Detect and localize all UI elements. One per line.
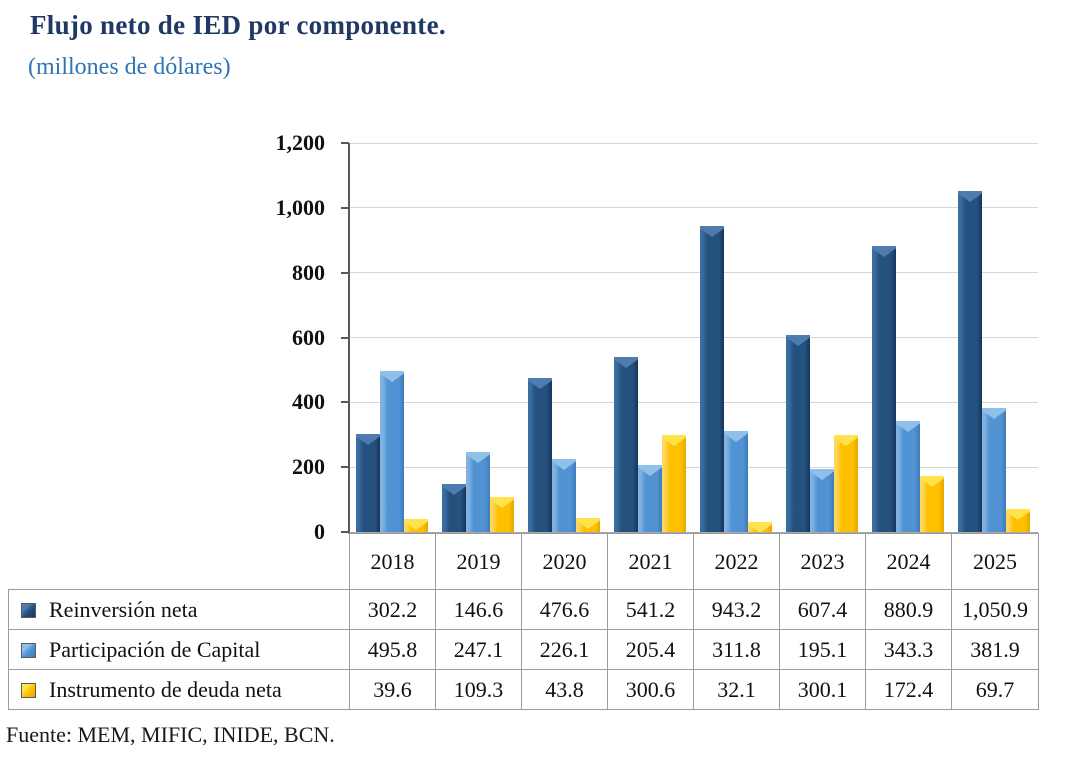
legend-key-reinversion-neta-icon — [21, 602, 36, 618]
bar-instrumento-de-deuda-neta-2022 — [748, 522, 772, 532]
gridline — [350, 207, 1038, 209]
year-header: 2023 — [779, 533, 866, 590]
bar-reinversion-neta-2018 — [356, 434, 380, 532]
value-cell: 43.8 — [521, 669, 608, 710]
y-axis: 0 200 400 600 800 1,000 1,200 — [0, 130, 326, 544]
gridline — [350, 401, 1038, 403]
legend-key-instrumento-de-deuda-neta-icon — [21, 682, 36, 698]
table-row: Reinversión neta 302.2 146.6 476.6 541.2… — [8, 589, 1039, 630]
bar-reinversion-neta-2020 — [528, 378, 552, 532]
value-cell: 205.4 — [607, 629, 694, 670]
bar-participacion-de-capital-2023 — [810, 469, 834, 532]
year-header: 2021 — [607, 533, 694, 590]
y-axis-label: 800 — [292, 259, 325, 285]
bar-reinversion-neta-2025 — [958, 191, 982, 532]
y-axis-label: 1,000 — [275, 194, 326, 220]
value-cell: 300.6 — [607, 669, 694, 710]
legend-key-participacion-de-capital-icon — [21, 642, 36, 658]
bar-instrumento-de-deuda-neta-2025 — [1006, 509, 1030, 532]
bar-reinversion-neta-2024 — [872, 246, 896, 532]
y-axis-label: 0 — [314, 519, 325, 544]
axis-tick — [341, 531, 349, 533]
value-cell: 172.4 — [865, 669, 952, 710]
table-row: Participación de Capital 495.8 247.1 226… — [8, 629, 1039, 670]
value-cell: 195.1 — [779, 629, 866, 670]
axis-tick — [341, 466, 349, 469]
year-header: 2025 — [951, 533, 1039, 590]
axis-tick — [341, 206, 349, 209]
y-axis-label: 600 — [292, 324, 325, 350]
value-cell: 247.1 — [435, 629, 522, 670]
data-table: 2018 2019 2020 2021 2022 2023 2024 2025 … — [8, 533, 1039, 710]
bar-participacion-de-capital-2025 — [982, 408, 1006, 532]
bar-instrumento-de-deuda-neta-2018 — [404, 519, 428, 532]
axis-tick — [341, 142, 349, 144]
source-note: Fuente: MEM, MIFIC, INIDE, BCN. — [6, 722, 335, 747]
value-cell: 39.6 — [349, 669, 436, 710]
value-cell: 607.4 — [779, 589, 866, 630]
y-axis-label: 400 — [292, 389, 325, 415]
gridline — [350, 466, 1038, 468]
value-cell: 880.9 — [865, 589, 952, 630]
value-cell: 109.3 — [435, 669, 522, 710]
y-axis-label: 1,200 — [275, 130, 326, 155]
year-header: 2018 — [349, 533, 436, 590]
bar-reinversion-neta-2021 — [614, 357, 638, 532]
value-cell: 300.1 — [779, 669, 866, 710]
year-header-row: 2018 2019 2020 2021 2022 2023 2024 2025 — [9, 533, 1039, 590]
bar-reinversion-neta-2019 — [442, 484, 466, 532]
value-cell: 146.6 — [435, 589, 522, 630]
value-cell: 495.8 — [349, 629, 436, 670]
row-label: Participación de Capital — [49, 636, 261, 662]
row-label-cell: Reinversión neta — [8, 589, 350, 630]
year-header: 2019 — [435, 533, 522, 590]
value-cell: 226.1 — [521, 629, 608, 670]
value-cell: 69.7 — [951, 669, 1039, 710]
value-cell: 311.8 — [693, 629, 780, 670]
bar-reinversion-neta-2023 — [786, 335, 810, 532]
axis-tick — [341, 271, 349, 274]
year-header: 2022 — [693, 533, 780, 590]
bar-instrumento-de-deuda-neta-2020 — [576, 518, 600, 532]
value-cell: 302.2 — [349, 589, 436, 630]
year-header: 2024 — [865, 533, 952, 590]
value-cell: 381.9 — [951, 629, 1039, 670]
axis-tick — [341, 401, 349, 404]
bar-participacion-de-capital-2020 — [552, 459, 576, 532]
plot-area — [341, 142, 1038, 534]
bar-reinversion-neta-2022 — [700, 226, 724, 532]
value-cell: 1,050.9 — [951, 589, 1039, 630]
value-cell: 541.2 — [607, 589, 694, 630]
bar-instrumento-de-deuda-neta-2019 — [490, 497, 514, 532]
bar-participacion-de-capital-2021 — [638, 465, 662, 532]
row-label: Reinversión neta — [49, 596, 198, 622]
bar-participacion-de-capital-2022 — [724, 431, 748, 532]
value-cell: 476.6 — [521, 589, 608, 630]
gridline — [350, 272, 1038, 274]
value-cell: 943.2 — [693, 589, 780, 630]
bar-participacion-de-capital-2018 — [380, 371, 404, 532]
y-axis-label: 200 — [292, 454, 325, 480]
axis-tick — [341, 336, 349, 339]
bar-participacion-de-capital-2019 — [466, 452, 490, 532]
row-label-cell: Instrumento de deuda neta — [8, 669, 350, 710]
bar-instrumento-de-deuda-neta-2024 — [920, 476, 944, 532]
bar-instrumento-de-deuda-neta-2023 — [834, 435, 858, 532]
value-cell: 343.3 — [865, 629, 952, 670]
table-row: Instrumento de deuda neta 39.6 109.3 43.… — [8, 669, 1039, 710]
row-label: Instrumento de deuda neta — [49, 676, 282, 702]
row-label-cell: Participación de Capital — [8, 629, 350, 670]
bar-participacion-de-capital-2024 — [896, 421, 920, 532]
year-header: 2020 — [521, 533, 608, 590]
value-cell: 32.1 — [693, 669, 780, 710]
bar-instrumento-de-deuda-neta-2021 — [662, 435, 686, 532]
table-corner-blank — [9, 534, 350, 590]
chart-subtitle: (millones de dólares) — [28, 54, 231, 80]
gridline — [350, 337, 1038, 338]
chart-title: Flujo neto de IED por componente. — [30, 10, 446, 40]
gridline — [350, 142, 1038, 144]
